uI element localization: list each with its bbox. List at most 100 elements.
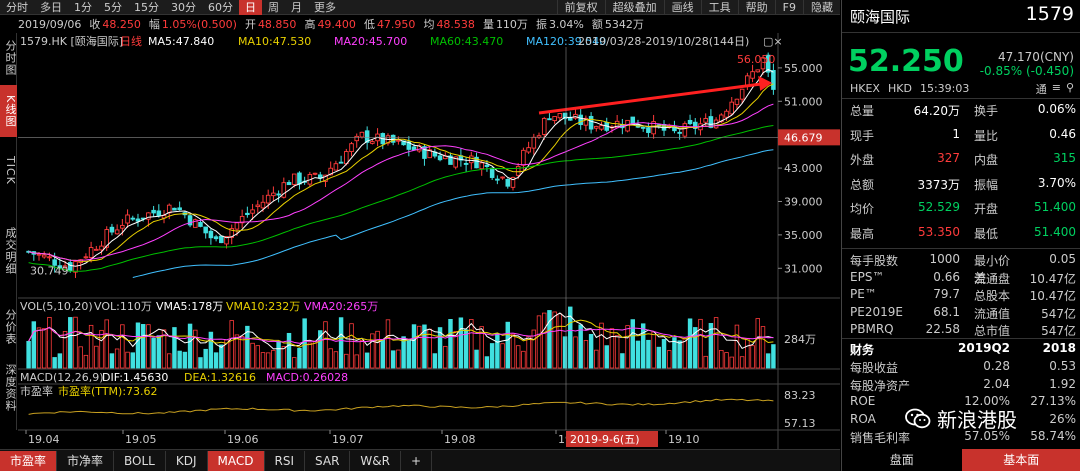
left-tab-5[interactable]: 深度资料 [4,364,17,412]
indicator-tab-3[interactable]: KDJ [166,450,208,471]
share-stat-row: PE™ 79.7 总股本 10.47亿 [850,287,1076,303]
volume-bar [672,337,677,369]
toolbar-item-1[interactable]: 超级叠加 [604,0,664,15]
search-icon[interactable]: ⚲ [1065,81,1074,94]
price-tick: 55.000 [784,62,823,75]
period-tab-9[interactable]: 月 [291,0,302,14]
toolbar-item-4[interactable]: 帮助 [737,0,775,15]
candle [104,226,110,251]
legend-macd: MACD(12,26,9) [20,371,104,384]
period-tab-2[interactable]: 1分 [74,0,92,14]
toolbar-item-0[interactable]: 前复权 [556,0,605,15]
volume-bar [344,353,349,369]
volume-bar [406,340,412,369]
volume-bar [536,315,542,369]
kline-chart[interactable]: 55.00051.00047.00043.00039.00035.00031.0… [18,33,840,449]
volume-bar [411,324,417,369]
volume-bar [630,319,635,369]
candle [83,253,89,259]
menu-icon[interactable]: ≡ [1051,81,1061,94]
left-tab-4[interactable]: 分价表 [4,309,17,345]
volume-bar [568,306,573,369]
toolbar-item-6[interactable]: 隐藏 [803,0,840,15]
high-price-mark: 56.050 [737,53,776,66]
candle [297,171,302,190]
toolbar-item-5[interactable]: F9 [774,0,803,15]
legend-vma5: VMA5:178万 [156,300,223,313]
volume-bar [172,327,177,369]
candle [625,119,630,133]
indicator-tab-2[interactable]: BOLL [114,450,166,471]
left-tab-3[interactable]: 成交明细 [4,227,17,275]
volume-bar [422,324,427,369]
period-tab-4[interactable]: 15分 [134,0,159,14]
last-price: 52.250 [848,44,964,79]
collapse-icon[interactable]: ▢× [763,35,783,48]
left-tab-0[interactable]: 分时图 [4,40,17,76]
volume-bar [635,340,641,369]
volume-bar [625,325,630,369]
volume-bar [104,319,109,369]
period-tab-0[interactable]: 分时 [6,0,28,14]
legend-dea: DEA:1.32616 [184,371,256,384]
indicator-tab-6[interactable]: SAR [305,450,351,471]
indicator-tab-4[interactable]: MACD [207,450,265,471]
legend-pe-value: 市盈率(TTM):73.62 [58,384,158,398]
volume-bar [505,321,510,369]
candle [198,219,203,228]
legend-vol: VOL(5,10,20) [20,300,93,313]
indicator-tab-7[interactable]: W&R [350,450,401,471]
legend-vma20: VMA20:265万 [304,300,378,313]
weibo-watermark: 新浪港股 [905,404,1017,433]
tong-icon[interactable]: 通 [1035,83,1047,96]
period-tab-5[interactable]: 30分 [171,0,196,14]
candle [177,201,182,211]
period-tab-3[interactable]: 5分 [104,0,122,14]
indicator-tab-1[interactable]: 市净率 [57,450,115,471]
stat-row: 均价 52.529 开盘 51.400 [850,200,1076,216]
candle [380,132,386,150]
period-tab-6[interactable]: 60分 [208,0,233,14]
candle [729,96,735,116]
volume-bar [73,316,78,369]
volume-bar [771,344,776,369]
volume-bar [359,340,365,369]
candle [349,141,354,157]
period-tab-7[interactable]: 日 [239,0,262,15]
price-tick: 35.000 [784,229,823,242]
finance-header: 财务 2019Q2 2018 [850,341,1076,357]
ma-line-ma10 [28,83,774,262]
left-tab-1[interactable]: K线图 [0,85,17,137]
volume-bar [562,336,568,369]
prev-price: 47.170(CNY) [997,50,1074,64]
candle [255,200,261,213]
candle [484,160,490,172]
legend-dif: DIF:1.45630 [102,371,168,384]
volume-bar [78,346,83,369]
volume-bar [307,342,313,369]
period-tab-10[interactable]: 更多 [314,0,336,14]
quote-bar: 2019/09/06 收 48.250 幅 1.05%(0.500) 开 48.850… [18,17,644,32]
stat-row: 总量 64.20万 换手 0.06% [850,102,1076,118]
candle [489,167,495,180]
period-tab-8[interactable]: 周 [268,0,279,14]
period-tab-1[interactable]: 多日 [40,0,62,14]
volume-ma-line [28,312,774,350]
toolbar-item-3[interactable]: 工具 [700,0,738,15]
candle [557,113,563,122]
volume-bar [245,325,250,369]
left-tab-2[interactable]: TICK [4,155,17,185]
volume-bar [146,324,151,369]
volume-bar [370,333,375,369]
panel-tab-0[interactable]: 盘面 [889,453,914,467]
add-indicator-button[interactable]: + [401,450,433,471]
toolbar-item-2[interactable]: 画线 [663,0,701,15]
candle [229,224,235,245]
panel-tab-1[interactable]: 基本面 [961,449,1080,471]
indicator-tab-5[interactable]: RSI [265,450,306,471]
price-tick: 31.000 [784,262,823,275]
volume-bar [302,318,307,369]
volume-bar [760,326,766,369]
volume-bar [729,356,734,369]
indicator-tab-0[interactable]: 市盈率 [0,450,58,471]
